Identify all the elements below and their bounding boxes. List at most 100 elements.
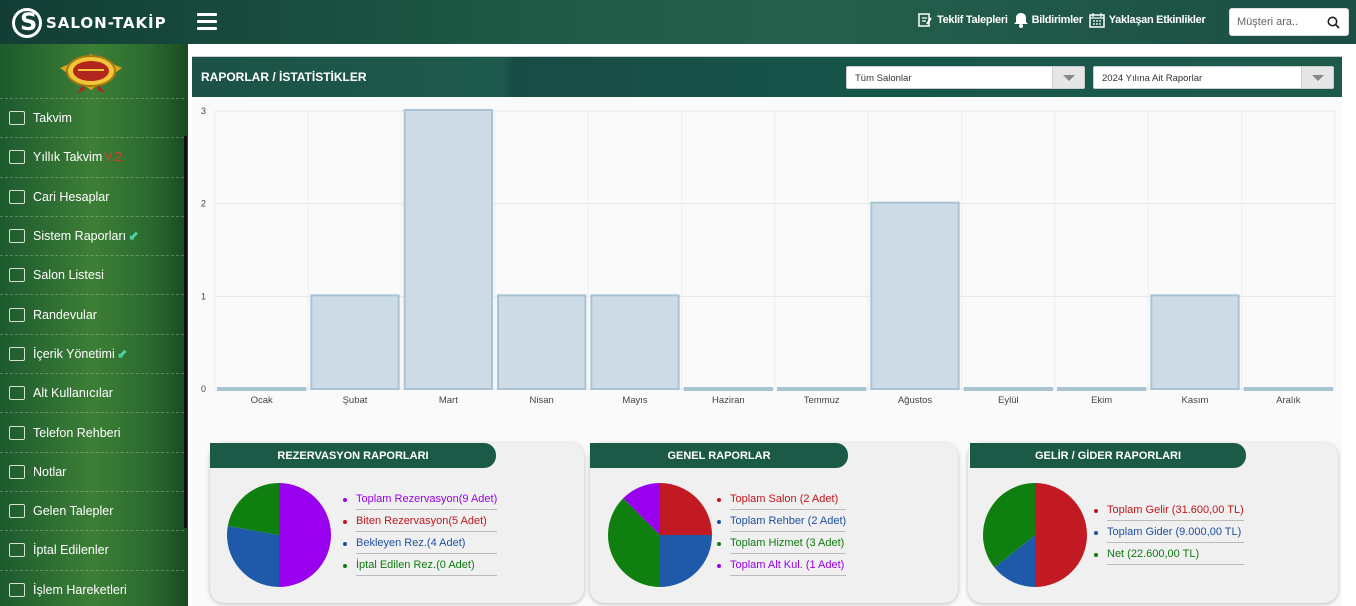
sidebar-item-10[interactable]: Gelen Talepler <box>0 491 184 530</box>
y-tick-label: 1 <box>201 291 206 301</box>
sidebar-item-label: Telefon Rehberi <box>33 426 121 440</box>
calendar-grid-icon <box>9 150 25 164</box>
bar <box>778 388 865 390</box>
report-card: GELİR / GİDER RAPORLARI Toplam Gelir (31.… <box>968 443 1338 603</box>
pie-legend: Toplam Rezervasyon(9 Adet) Biten Rezervas… <box>356 488 497 576</box>
legend-item: Biten Rezervasyon(5 Adet) <box>356 510 497 532</box>
bell-icon <box>1014 12 1028 28</box>
legend-item: İptal Edilen Rez.(0 Adet) <box>356 554 497 576</box>
sidebar-item-3[interactable]: Sistem Raporları ⬋ <box>0 216 184 255</box>
upcoming-events-label: Yaklaşan Etkinlikler <box>1109 14 1206 26</box>
pie-legend: Toplam Gelir (31.600,00 TL) Toplam Gider … <box>1107 499 1244 565</box>
bar <box>311 295 398 389</box>
bar <box>498 295 585 389</box>
legend-item: Toplam Salon (2 Adet) <box>730 488 846 510</box>
chevron-down-icon <box>1052 67 1084 88</box>
report-card-title: GELİR / GİDER RAPORLARI <box>970 443 1246 468</box>
pie-slice <box>227 526 279 587</box>
sidebar-item-label: Sistem Raporları <box>33 229 126 243</box>
bar-chart-icon <box>9 229 25 243</box>
notifications-link[interactable]: Bildirimler <box>1014 12 1083 28</box>
year-select[interactable]: 2024 Yılına Ait Raporlar <box>1093 66 1334 89</box>
search-icon[interactable] <box>1327 16 1340 29</box>
sidebar-item-label: Salon Listesi <box>33 268 104 282</box>
legend-item: Toplam Rehber (2 Adet) <box>730 510 846 532</box>
sidebar-item-label: İptal Edilenler <box>33 543 109 557</box>
version-badge: V.2 <box>104 150 122 164</box>
legend-item: Bekleyen Rez.(4 Adet) <box>356 532 497 554</box>
building-icon <box>9 190 25 204</box>
award-badge-icon <box>50 50 132 94</box>
customer-search <box>1229 8 1349 36</box>
x-tick-label: Haziran <box>712 395 745 406</box>
legend-item: Toplam Alt Kul. (1 Adet) <box>730 554 846 576</box>
salon-select-value: Tüm Salonlar <box>855 73 912 84</box>
sidebar-item-2[interactable]: Cari Hesaplar <box>0 177 184 216</box>
logo-icon <box>12 8 42 38</box>
bar <box>1058 388 1145 390</box>
offer-requests-link[interactable]: Teklif Talepleri <box>917 12 1008 28</box>
legend-item: Toplam Gelir (31.600,00 TL) <box>1107 499 1244 521</box>
cancel-icon <box>9 543 25 557</box>
reports-panel: RAPORLAR / İSTATİSTİKLER Tüm Salonlar 20… <box>192 56 1342 606</box>
sidebar-item-9[interactable]: Notlar <box>0 452 184 491</box>
legend-item: Toplam Gider (9.000,00 TL) <box>1107 521 1244 543</box>
legend-item: Toplam Hizmet (3 Adet) <box>730 532 846 554</box>
sidebar-item-6[interactable]: İçerik Yönetimi ⬋ <box>0 334 184 373</box>
sidebar-item-4[interactable]: Salon Listesi <box>0 255 184 294</box>
sidebar-item-1[interactable]: Yıllık Takvim V.2 <box>0 137 184 176</box>
sidebar-item-label: Alt Kullanıcılar <box>33 386 113 400</box>
upcoming-events-link[interactable]: Yaklaşan Etkinlikler <box>1089 12 1206 28</box>
legend-item: Net (22.600,00 TL) <box>1107 543 1244 565</box>
pie-legend: Toplam Salon (2 Adet) Toplam Rehber (2 Ad… <box>730 488 846 576</box>
chevron-down-icon <box>1301 67 1333 88</box>
report-card: REZERVASYON RAPORLARI Toplam Rezervasyon(… <box>210 443 584 603</box>
sidebar-item-5[interactable]: Randevular <box>0 294 184 333</box>
year-select-value: 2024 Yılına Ait Raporlar <box>1102 73 1202 84</box>
x-tick-label: Şubat <box>343 395 368 406</box>
sidebar-item-12[interactable]: İşlem Hareketleri <box>0 570 184 606</box>
y-tick-label: 0 <box>201 384 206 394</box>
calendar-icon <box>9 111 25 125</box>
sidebar-item-8[interactable]: Telefon Rehberi <box>0 412 184 451</box>
sidebar-item-label: Yıllık Takvim <box>33 150 102 164</box>
sidebar: Takvim Yıllık Takvim V.2 Cari Hesaplar Siste… <box>0 44 188 606</box>
sidebar-scrollbar[interactable] <box>184 136 187 528</box>
sidebar-item-label: Randevular <box>33 308 97 322</box>
x-tick-label: Temmuz <box>804 395 840 406</box>
pie-slice <box>1035 483 1087 587</box>
sidebar-item-0[interactable]: Takvim <box>0 98 184 137</box>
menu-toggle-icon[interactable] <box>197 13 217 31</box>
sidebar-item-label: İçerik Yönetimi <box>33 347 115 361</box>
edit-icon <box>917 12 933 28</box>
salon-select[interactable]: Tüm Salonlar <box>846 66 1085 89</box>
bar <box>871 203 958 389</box>
history-icon <box>9 583 25 597</box>
bar <box>405 110 492 389</box>
note-icon <box>9 465 25 479</box>
users-icon <box>9 386 25 400</box>
pie-chart <box>224 480 344 600</box>
monthly-bar-chart: 0 1 2 3 Ocak Şubat Mart Nisan Mayıs Haziran Temmuz… <box>192 105 1342 415</box>
phone-icon <box>9 426 25 440</box>
x-tick-label: Ekim <box>1091 395 1112 406</box>
pie-slice <box>228 483 279 535</box>
pie-slice <box>660 483 712 535</box>
sidebar-item-7[interactable]: Alt Kullanıcılar <box>0 373 184 412</box>
pie-slice <box>660 535 712 587</box>
bar <box>685 388 772 390</box>
offer-requests-label: Teklif Talepleri <box>937 14 1008 26</box>
list-icon <box>9 347 25 361</box>
top-navbar: SALON-TAKİP Teklif Talepleri Bildirimler… <box>0 0 1356 44</box>
y-tick-label: 3 <box>201 106 206 116</box>
notifications-label: Bildirimler <box>1032 14 1083 26</box>
pie-chart <box>605 480 725 600</box>
sidebar-item-label: Notlar <box>33 465 66 479</box>
brand-logo[interactable]: SALON-TAKİP <box>12 8 167 38</box>
customer-search-input[interactable] <box>1230 9 1320 35</box>
sidebar-menu: Takvim Yıllık Takvim V.2 Cari Hesaplar Siste… <box>0 98 184 606</box>
sidebar-item-label: İşlem Hareketleri <box>33 583 127 597</box>
x-tick-label: Nisan <box>530 395 554 406</box>
bar <box>218 388 305 390</box>
sidebar-item-11[interactable]: İptal Edilenler <box>0 530 184 569</box>
